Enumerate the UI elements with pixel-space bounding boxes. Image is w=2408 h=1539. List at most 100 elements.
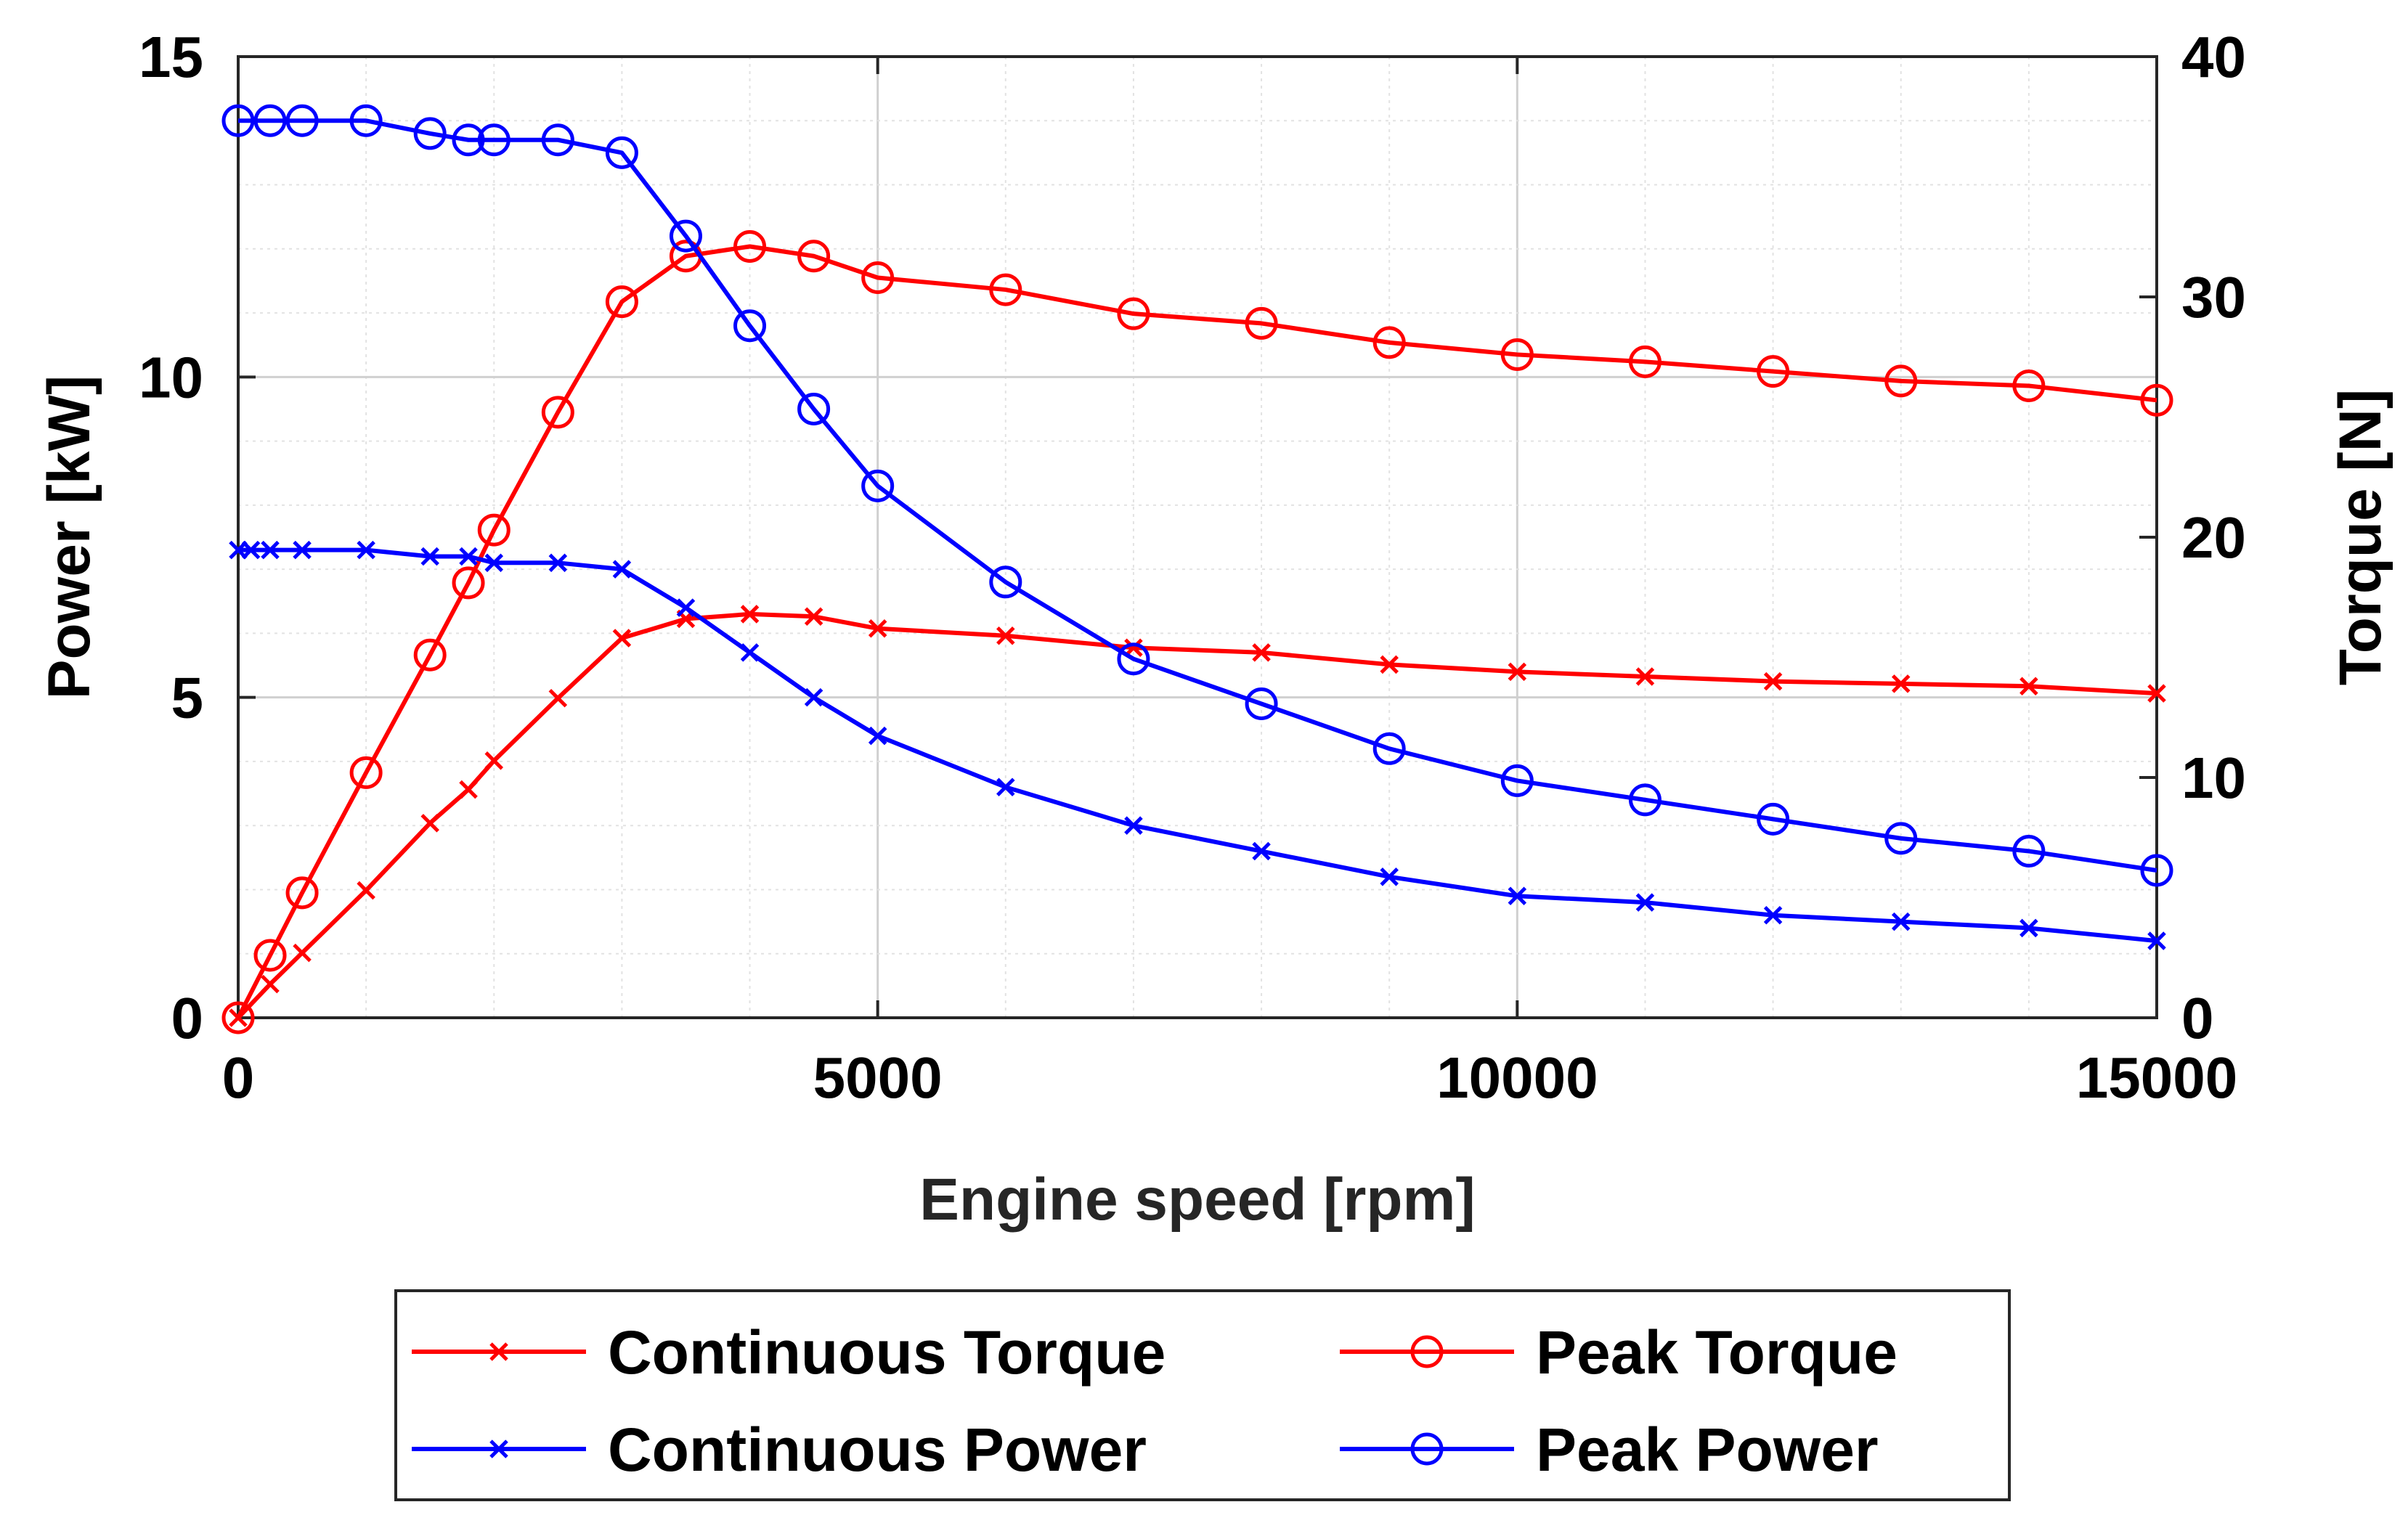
data-point-continuous-torque [1635,667,1655,686]
data-point-peak-power [797,392,831,425]
data-point-continuous-power [1508,886,1527,906]
marker-stroke [740,605,760,624]
data-point-peak-power [1500,764,1534,797]
data-point-continuous-torque [1891,674,1911,693]
marker-stroke [484,553,504,573]
data-point-continuous-torque [229,1008,248,1027]
data-point-continuous-torque [1124,638,1143,658]
data-point-continuous-torque [804,607,823,626]
data-point-peak-power [1757,802,1790,836]
series-continuous-power [229,540,2166,950]
marker-stroke [1891,674,1911,693]
data-point-continuous-power [868,726,887,746]
data-point-peak-power [1372,732,1406,765]
marker-stroke [1124,816,1143,835]
data-point-continuous-torque [293,943,312,963]
data-point-peak-torque [1757,355,1790,388]
data-point-peak-torque [2012,369,2046,402]
series-peak-torque [221,229,2173,1034]
y-right-tick-label: 30 [2181,265,2246,330]
marker-stroke [1380,655,1399,674]
series-line-continuous-torque [236,611,2157,1020]
data-point-peak-torque [477,513,511,547]
series-peak-power [221,104,2173,887]
marker-stroke [357,881,375,900]
marker-stroke [1508,886,1527,906]
data-point-peak-power [221,104,255,137]
data-point-peak-torque [605,285,638,319]
marker-stroke [241,540,261,560]
data-point-peak-power [989,566,1022,599]
data-point-peak-power [2012,835,2046,868]
data-point-continuous-power [548,553,568,573]
marker-stroke [2147,931,2166,950]
legend-swatch-marker [489,1440,508,1458]
legend: Continuous Torque Peak Torque Continuous P… [394,1289,2011,1501]
data-point-continuous-torque [484,751,504,770]
data-point-continuous-power [1635,893,1655,912]
data-point-continuous-power [612,560,632,579]
data-point-peak-torque [413,638,447,671]
series-layer [221,104,2173,1034]
marker-stroke [2019,677,2038,695]
marker-stroke [1635,893,1655,912]
data-point-continuous-power [1891,912,1911,931]
y-axis-right-label: Torque [N] [2327,389,2393,685]
data-point-peak-power [1117,642,1150,676]
y-left-tick-label: 10 [139,345,203,409]
data-point-peak-power [1628,783,1661,817]
data-point-peak-torque [861,261,895,295]
y-left-tick-label: 15 [139,25,203,89]
data-point-continuous-power [293,540,312,560]
marker-stroke [612,629,632,648]
data-point-continuous-torque [740,605,760,624]
data-point-peak-power [541,123,574,157]
data-point-continuous-torque [357,881,375,900]
data-point-peak-torque [221,1001,255,1034]
marker-stroke [868,726,887,746]
marker-stroke [229,1008,248,1027]
data-point-continuous-torque [1508,662,1527,682]
marker-stroke [1124,638,1143,658]
marker-stroke [740,643,760,662]
y-right-tick-label: 10 [2181,746,2246,810]
data-point-peak-power [477,123,511,157]
legend-swatch-marker [1410,1335,1444,1368]
x-tick-label: 15000 [2076,1045,2237,1110]
data-point-peak-power [413,117,447,150]
data-point-continuous-torque [996,626,1015,645]
data-point-peak-power [861,469,895,502]
x-axis-label: Engine speed [rpm] [919,1167,1475,1233]
legend-box [394,1289,2011,1501]
x-tick-label: 0 [222,1045,255,1110]
x-tick-label: 10000 [1436,1045,1598,1110]
data-point-peak-power [1884,822,1918,855]
data-point-continuous-power [1252,841,1271,861]
series-line-peak-torque [236,244,2157,1019]
data-point-continuous-power [1124,816,1143,835]
data-point-peak-torque [452,566,485,600]
marker-stroke [996,777,1015,797]
legend-entry-peak-power: Peak Power [1340,1416,1879,1484]
data-point-peak-torque [1884,364,1918,398]
data-point-peak-torque [253,939,287,972]
marker-stroke [293,943,312,963]
marker-stroke [420,547,439,566]
marker-stroke [548,553,568,573]
data-point-peak-power [349,104,383,137]
data-point-continuous-torque [2019,677,2038,695]
data-point-continuous-torque [420,814,439,833]
data-point-peak-power [605,136,638,169]
data-point-peak-torque [285,876,319,910]
legend-swatch-marker [489,1342,508,1361]
series-continuous-torque [229,605,2166,1027]
marker-stroke [548,689,568,708]
data-point-peak-torque [733,229,767,263]
marker-stroke [357,540,375,560]
marker-stroke [804,607,823,626]
marker-stroke [2147,684,2166,703]
marker-stroke [261,974,280,994]
marker-stroke [489,1342,508,1361]
